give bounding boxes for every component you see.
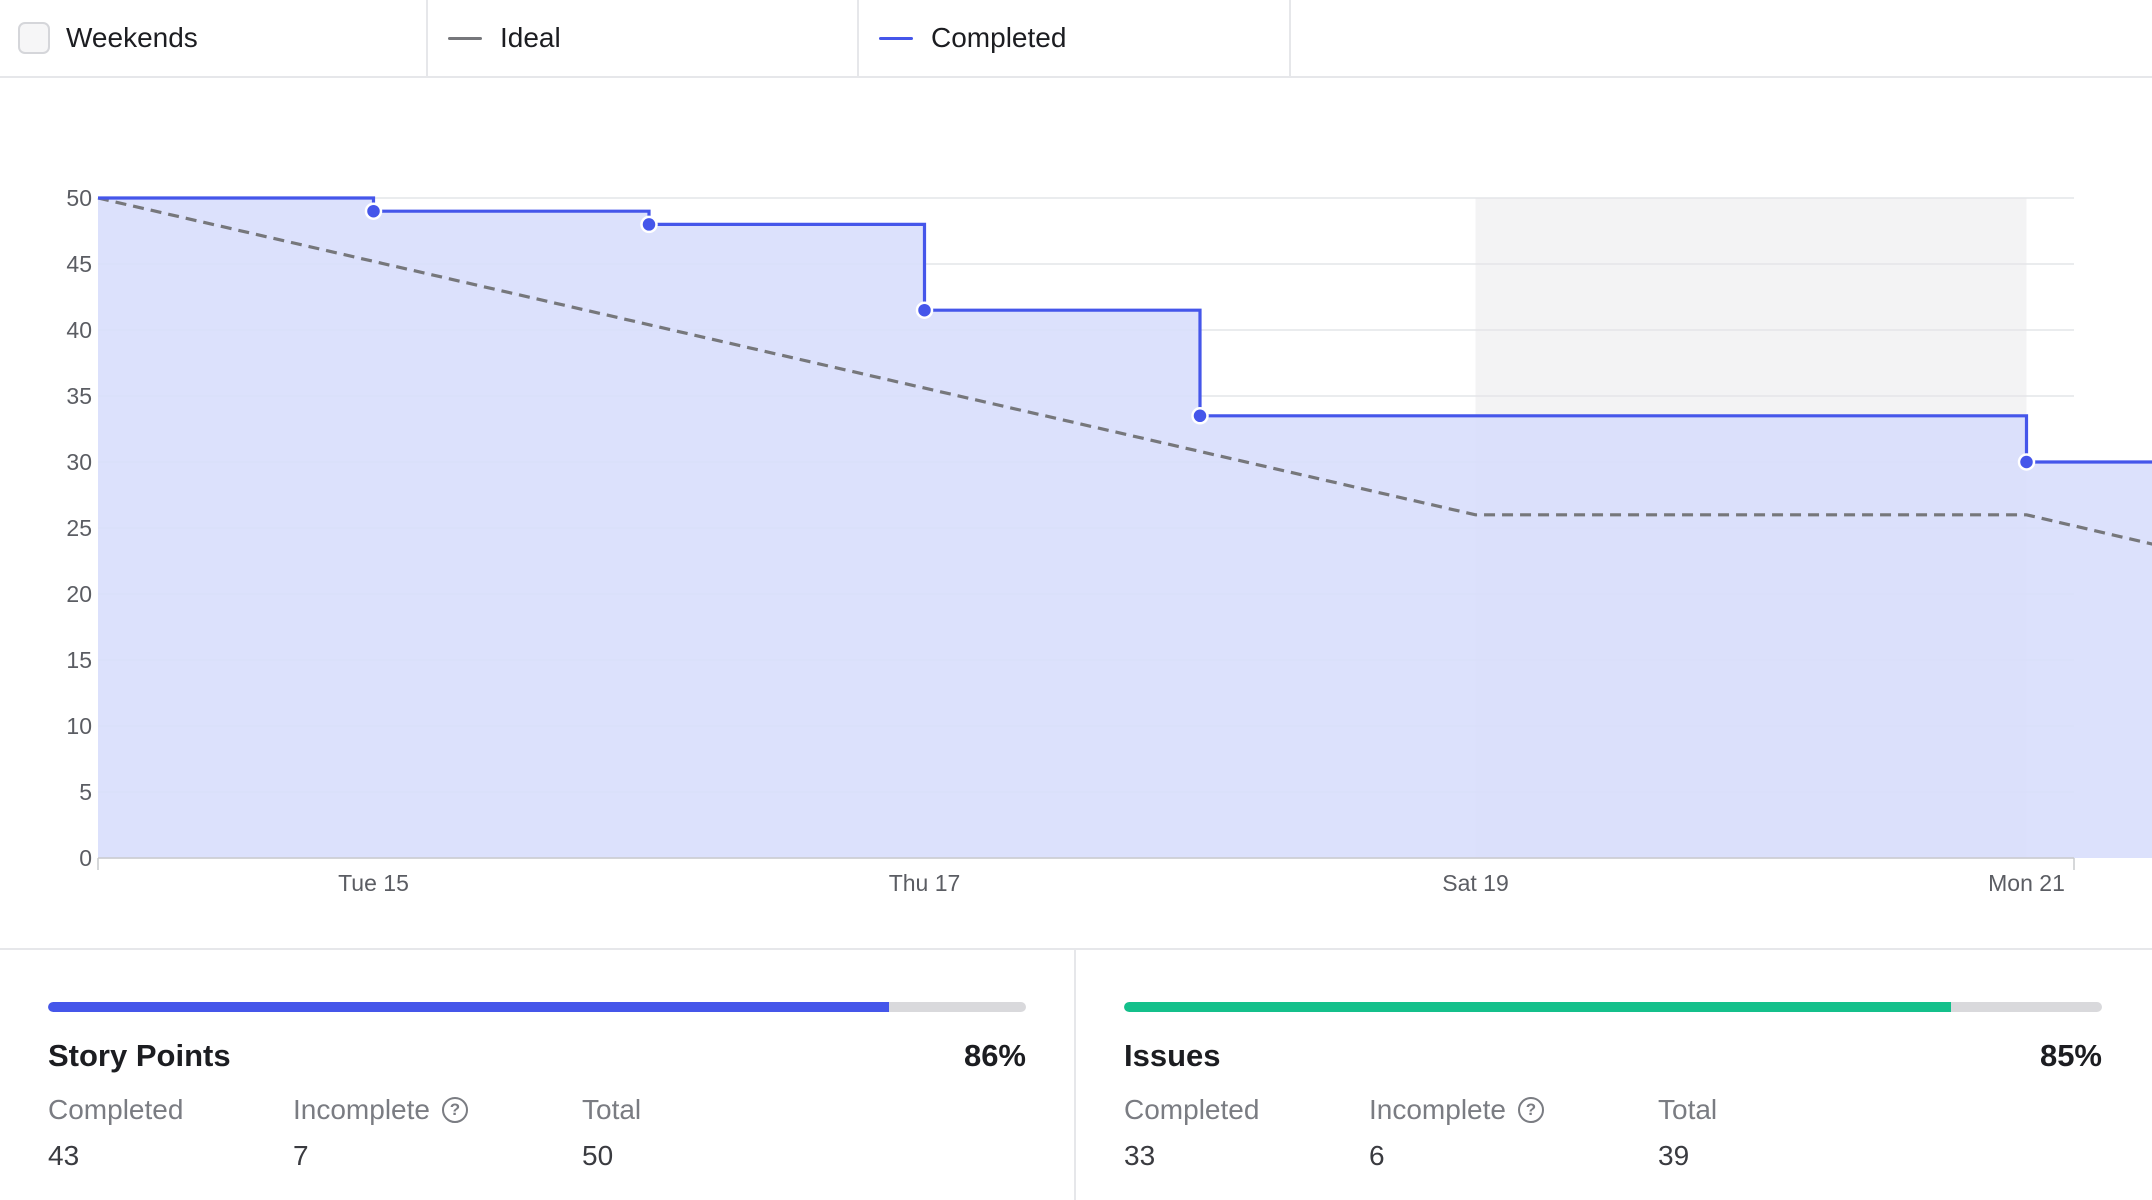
y-tick-label: 25 [66,515,92,541]
y-tick-label: 35 [66,383,92,409]
story-points-incomplete: Incomplete ? 7 [293,1094,582,1172]
issues-progress-track [1124,1002,2102,1012]
incomplete-value: 7 [293,1140,309,1171]
stats-section: Story Points 86% Completed 43 Incomplete… [0,948,2152,1200]
incomplete-label: Incomplete [293,1094,430,1125]
completed-line [98,196,2152,464]
completed-area [98,198,2152,858]
total-value: 39 [1658,1140,1690,1171]
completed-label: Completed [931,22,1067,53]
y-tick-label: 50 [66,185,92,211]
story-points-title: Story Points [48,1038,231,1073]
incomplete-value: 6 [1369,1140,1385,1171]
story-points-total: Total 50 [582,1094,782,1172]
completed-point [364,202,383,220]
legend-weekends[interactable]: Weekends [0,0,428,76]
completed-line-swatch [879,36,913,40]
issues-incomplete: Incomplete ? 6 [1369,1094,1658,1172]
story-points-progress-track [48,1002,1026,1012]
y-tick-label: 15 [66,647,92,673]
completed-label: Completed [1124,1094,1260,1125]
y-tick-label: 40 [66,317,92,343]
completed-point [915,301,934,319]
issues-title: Issues [1124,1038,1221,1073]
completed-point [2017,453,2036,471]
y-tick-label: 10 [66,713,92,739]
ideal-label: Ideal [500,22,561,53]
story-points-percent: 86% [963,1038,1026,1073]
completed-label: Completed [48,1094,184,1125]
legend-ideal[interactable]: Ideal [428,0,859,76]
story-points-panel: Story Points 86% Completed 43 Incomplete… [0,950,1076,1200]
issues-completed: Completed 33 [1124,1094,1369,1172]
completed-value: 43 [48,1140,80,1171]
completed-point [640,215,658,234]
x-tick-label: Thu 17 [889,870,961,896]
total-label: Total [1658,1094,1718,1125]
ideal-line-swatch [448,36,482,40]
completed-value: 33 [1124,1140,1156,1171]
weekends-checkbox[interactable] [18,22,50,54]
chart-legend: Weekends Ideal Completed [0,0,2152,78]
total-value: 50 [582,1140,614,1171]
burndown-chart: 0 5 10 15 20 25 30 35 40 45 50 Tue 15 Thu 17 Sat 19 Mo… [0,78,2152,948]
x-tick-label: Mon 21 [1988,870,2065,896]
y-tick-label: 20 [66,581,92,607]
issues-panel: Issues 85% Completed 33 Incomplete ? 6 T… [1076,950,2152,1200]
x-tick-label: Sat 19 [1442,870,1509,896]
completed-point [1191,407,1209,425]
incomplete-label: Incomplete [1369,1094,1506,1125]
story-points-completed: Completed 43 [48,1094,293,1172]
incomplete-label-wrap: Incomplete ? [293,1094,582,1126]
y-tick-label: 30 [66,449,92,475]
help-icon[interactable]: ? [441,1097,468,1123]
y-tick-label: 5 [79,779,92,805]
ideal-line [97,196,2152,546]
x-tick-label: Tue 15 [338,870,409,896]
y-tick-label: 0 [79,845,92,871]
total-label: Total [582,1094,642,1125]
burndown-chart-svg: 0 5 10 15 20 25 30 35 40 45 50 Tue 15 Thu 17 Sat 19 Mo… [66,185,2152,896]
issues-total: Total 39 [1658,1094,1858,1172]
help-icon[interactable]: ? [1517,1097,1544,1123]
y-tick-label: 45 [66,251,92,277]
issues-progress-fill [1124,1002,1952,1012]
weekends-label: Weekends [66,22,198,53]
story-points-progress-fill [48,1002,890,1012]
legend-completed[interactable]: Completed [859,0,1291,76]
incomplete-label-wrap: Incomplete ? [1369,1094,1658,1126]
issues-percent: 85% [2039,1038,2102,1073]
